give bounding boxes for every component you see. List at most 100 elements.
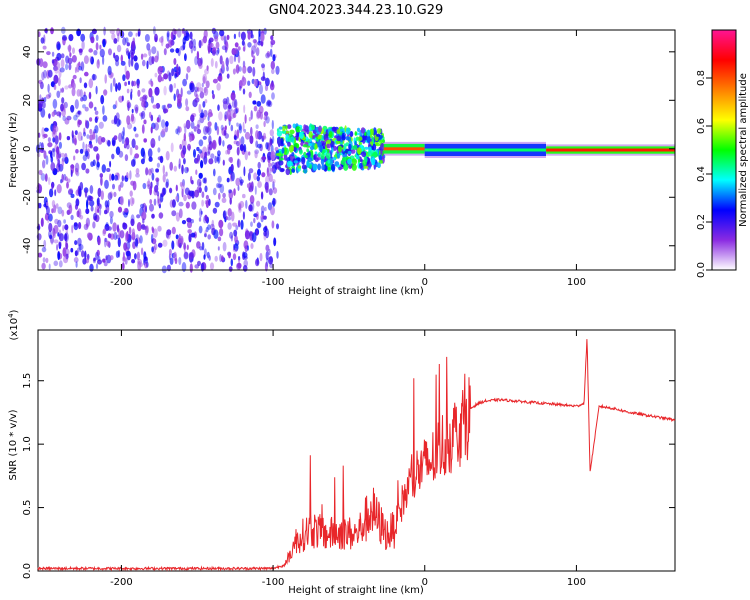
heatmap-cell xyxy=(78,110,82,116)
heatmap-cell xyxy=(52,231,56,239)
heatmap-cell xyxy=(242,211,245,220)
heatmap-cell xyxy=(255,140,259,148)
heatmap-cell xyxy=(336,135,342,142)
heatmap-cell xyxy=(109,255,114,261)
heatmap-cell xyxy=(237,185,240,191)
heatmap-cell xyxy=(165,171,168,177)
heatmap-cell xyxy=(57,219,62,228)
spectrogram-x-tick-label: 100 xyxy=(567,277,586,288)
heatmap-cell xyxy=(237,158,240,169)
heatmap-cell xyxy=(150,114,154,122)
heatmap-cell xyxy=(186,167,189,172)
heatmap-cell xyxy=(290,136,295,143)
heatmap-cell xyxy=(150,95,154,104)
heatmap-cell xyxy=(196,124,200,130)
heatmap-cell xyxy=(178,201,184,207)
heatmap-cell xyxy=(259,252,263,262)
heatmap-cell xyxy=(130,91,133,101)
heatmap-cell xyxy=(53,204,57,214)
heatmap-cell xyxy=(307,157,313,163)
heatmap-cell xyxy=(141,211,147,221)
heatmap-cell xyxy=(255,130,259,140)
heatmap-cell xyxy=(190,121,195,129)
heatmap-cell xyxy=(84,71,89,77)
heatmap-cell xyxy=(78,222,82,230)
heatmap-cell xyxy=(141,100,146,108)
heatmap-cell xyxy=(204,233,207,238)
heatmap-cell xyxy=(132,37,136,45)
heatmap-cell xyxy=(235,225,239,231)
heatmap-cell xyxy=(64,235,68,241)
heatmap-cell xyxy=(166,229,172,236)
heatmap-cell xyxy=(219,29,225,37)
heatmap-cell xyxy=(42,61,48,69)
heatmap-cell xyxy=(238,31,241,38)
heatmap-cell xyxy=(104,200,109,208)
heatmap-cell xyxy=(93,146,99,152)
heatmap-cell xyxy=(320,158,325,166)
heatmap-cell xyxy=(203,125,208,135)
heatmap-cell xyxy=(228,266,233,272)
heatmap-cell xyxy=(215,182,221,189)
heatmap-cell xyxy=(371,157,376,166)
heatmap-cell xyxy=(151,172,155,181)
heatmap-cell xyxy=(144,34,150,42)
heatmap-cell xyxy=(248,91,252,99)
heatmap-cell xyxy=(108,48,112,56)
colorbar-label: Normalized spectral amplitude xyxy=(738,73,749,227)
heatmap-cell xyxy=(71,87,76,97)
heatmap-cell xyxy=(99,48,105,58)
heatmap-cell xyxy=(265,185,269,193)
heatmap-cell xyxy=(171,240,175,250)
heatmap-cell xyxy=(91,74,97,81)
heatmap-cell xyxy=(236,122,239,127)
heatmap-cell xyxy=(273,198,277,205)
heatmap-cell xyxy=(312,163,318,171)
heatmap-cell xyxy=(93,257,96,262)
heatmap-cell xyxy=(142,94,148,100)
heatmap-cell xyxy=(202,35,207,44)
snr-x-tick-label: -200 xyxy=(110,577,133,588)
heatmap-cell xyxy=(165,178,170,188)
heatmap-cell xyxy=(56,244,59,251)
heatmap-cell xyxy=(253,172,258,181)
heatmap-cell xyxy=(115,59,120,67)
heatmap-cell xyxy=(70,104,75,113)
heatmap-cell xyxy=(58,260,63,268)
heatmap-cell xyxy=(198,63,203,69)
heatmap-cell xyxy=(159,193,164,203)
heatmap-cell xyxy=(171,68,175,77)
heatmap-cell xyxy=(78,243,82,253)
heatmap-cell xyxy=(157,242,163,248)
heatmap-cell xyxy=(234,235,238,243)
heatmap-cell xyxy=(196,241,201,249)
heatmap-cell xyxy=(187,221,192,229)
heatmap-cell xyxy=(198,172,203,179)
heatmap-cell xyxy=(230,109,235,119)
heatmap-cell xyxy=(106,168,111,172)
heatmap-cell xyxy=(145,167,149,176)
heatmap-cell xyxy=(210,58,214,67)
heatmap-cell xyxy=(176,125,180,136)
heatmap-cell xyxy=(226,34,230,41)
heatmap-cell xyxy=(219,55,223,65)
heatmap-cell xyxy=(207,234,211,240)
heatmap-cell xyxy=(181,220,187,225)
snr-y-label: SNR (10 * v/v) xyxy=(8,409,19,480)
heatmap-cell xyxy=(211,90,214,95)
heatmap-cell xyxy=(89,55,92,63)
heatmap-cell xyxy=(134,145,139,151)
heatmap-cell xyxy=(124,154,129,162)
heatmap-cell xyxy=(43,150,47,159)
heatmap-cell xyxy=(134,238,139,247)
heatmap-cell xyxy=(44,173,48,182)
heatmap-cell xyxy=(135,106,139,114)
heatmap-cell xyxy=(178,208,183,219)
heatmap-cell xyxy=(161,128,166,135)
heatmap-cell xyxy=(360,127,366,134)
heatmap-cell xyxy=(301,164,307,170)
heatmap-cell xyxy=(312,135,316,139)
heatmap-cell xyxy=(332,156,337,161)
heatmap-cell xyxy=(269,255,273,263)
